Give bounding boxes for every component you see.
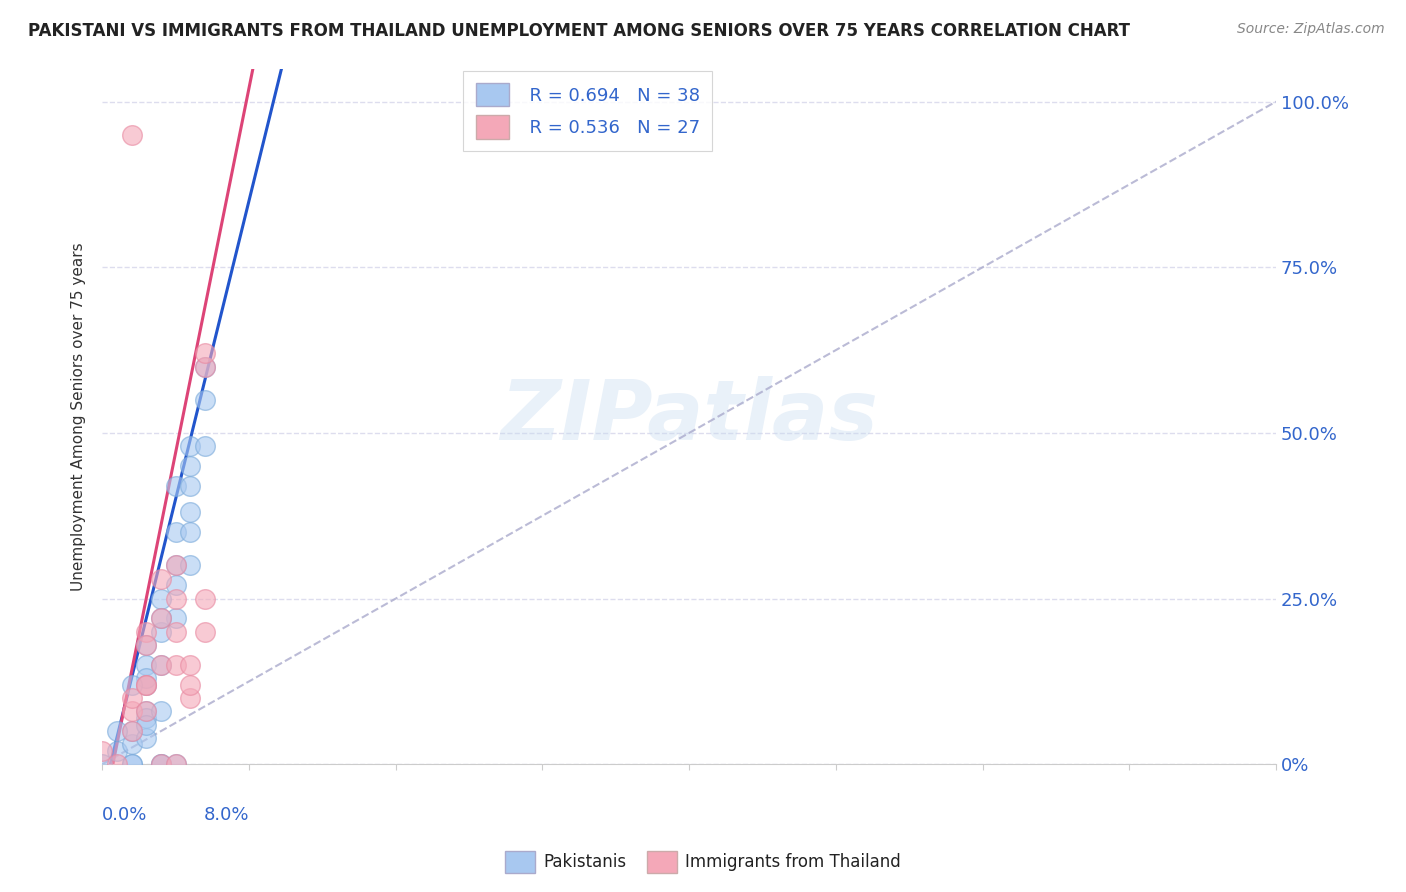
Point <box>121 724 143 739</box>
Point <box>91 757 114 772</box>
Legend:   R = 0.694   N = 38,   R = 0.536   N = 27: R = 0.694 N = 38, R = 0.536 N = 27 <box>464 70 713 152</box>
Point <box>135 671 157 685</box>
Point <box>179 525 201 540</box>
Point <box>149 757 172 772</box>
Text: 0.0%: 0.0% <box>103 806 148 824</box>
Point <box>149 572 172 586</box>
Point <box>179 558 201 573</box>
Text: Source: ZipAtlas.com: Source: ZipAtlas.com <box>1237 22 1385 37</box>
Legend: Pakistanis, Immigrants from Thailand: Pakistanis, Immigrants from Thailand <box>499 845 907 880</box>
Point <box>135 704 157 718</box>
Point <box>165 558 187 573</box>
Point <box>121 757 143 772</box>
Point <box>135 678 157 692</box>
Point <box>105 757 128 772</box>
Point <box>194 392 217 407</box>
Point <box>179 657 201 672</box>
Point <box>165 479 187 493</box>
Point <box>165 757 187 772</box>
Point <box>135 704 157 718</box>
Point <box>135 678 157 692</box>
Point <box>179 678 201 692</box>
Point <box>135 711 157 725</box>
Point <box>121 128 143 142</box>
Point <box>105 744 128 758</box>
Point <box>165 657 187 672</box>
Point <box>121 704 143 718</box>
Point <box>165 611 187 625</box>
Point <box>179 439 201 453</box>
Point <box>149 757 172 772</box>
Point <box>165 757 187 772</box>
Point <box>149 704 172 718</box>
Point <box>121 678 143 692</box>
Text: 8.0%: 8.0% <box>204 806 249 824</box>
Point <box>165 525 187 540</box>
Point <box>121 757 143 772</box>
Y-axis label: Unemployment Among Seniors over 75 years: Unemployment Among Seniors over 75 years <box>72 242 86 591</box>
Point <box>135 678 157 692</box>
Point <box>179 459 201 474</box>
Point <box>149 611 172 625</box>
Point <box>149 657 172 672</box>
Point <box>135 638 157 652</box>
Point <box>121 738 143 752</box>
Point <box>135 731 157 745</box>
Point <box>149 611 172 625</box>
Point <box>194 591 217 606</box>
Point <box>149 757 172 772</box>
Text: PAKISTANI VS IMMIGRANTS FROM THAILAND UNEMPLOYMENT AMONG SENIORS OVER 75 YEARS C: PAKISTANI VS IMMIGRANTS FROM THAILAND UN… <box>28 22 1130 40</box>
Point <box>165 578 187 592</box>
Point <box>91 744 114 758</box>
Point <box>194 346 217 360</box>
Point <box>194 359 217 374</box>
Point <box>165 624 187 639</box>
Point <box>149 591 172 606</box>
Point <box>105 724 128 739</box>
Point <box>149 657 172 672</box>
Point <box>135 657 157 672</box>
Point <box>135 638 157 652</box>
Point <box>194 624 217 639</box>
Point <box>121 724 143 739</box>
Point <box>165 591 187 606</box>
Point <box>135 717 157 731</box>
Point <box>194 359 217 374</box>
Point <box>179 691 201 706</box>
Point <box>121 691 143 706</box>
Point <box>149 624 172 639</box>
Point <box>179 506 201 520</box>
Point <box>194 439 217 453</box>
Point <box>135 624 157 639</box>
Text: ZIPatlas: ZIPatlas <box>501 376 877 457</box>
Point <box>165 558 187 573</box>
Point <box>179 479 201 493</box>
